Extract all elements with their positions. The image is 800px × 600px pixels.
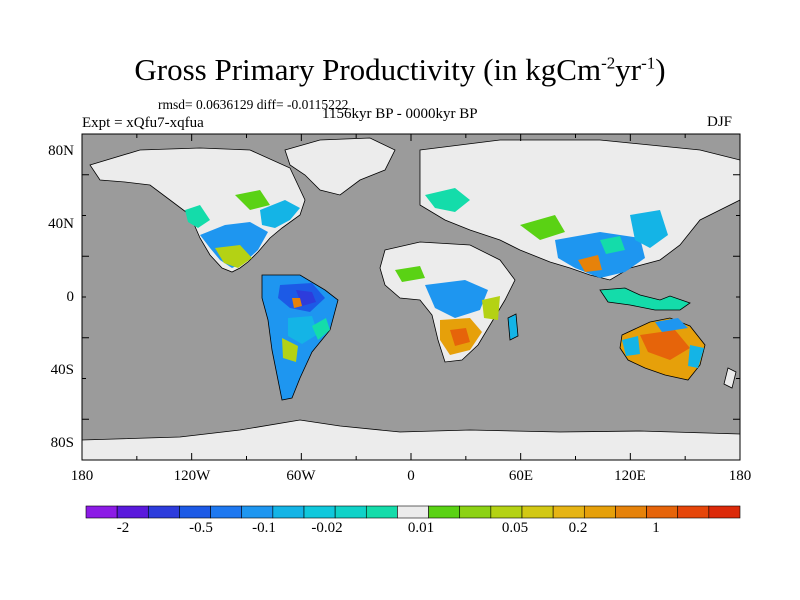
gpp-aus-core (640, 330, 690, 360)
lon-tick-label: 180 (70, 468, 94, 484)
lat-tick-label: 0 (66, 289, 75, 305)
gpp-africa-west (395, 266, 425, 282)
gpp-europe (425, 188, 470, 212)
title-mid: yr (615, 52, 642, 87)
lat-tick-label: 40S (50, 362, 74, 378)
land-new-zealand (723, 367, 737, 389)
title-sup-2: -1 (641, 53, 656, 73)
title-sup-1: -2 (601, 53, 616, 73)
gpp-sa-east (312, 318, 330, 340)
colorbar-label: 1 (652, 520, 660, 536)
colorbar-swatch (708, 505, 741, 519)
gpp-sa-central (288, 316, 318, 344)
colorbar-label: 0.05 (501, 520, 529, 536)
colorbar-label: 0.2 (568, 520, 588, 536)
colorbar-swatch (303, 505, 336, 519)
colorbar-swatch (210, 505, 243, 519)
colorbar-swatch (583, 505, 616, 519)
colorbar-label: -2 (116, 520, 130, 536)
colorbar (85, 505, 741, 519)
lat-tick-label: 40N (48, 216, 74, 232)
land-madagascar (507, 313, 519, 341)
colorbar-label: -0.02 (311, 520, 343, 536)
lon-tick-label: 60E (508, 468, 534, 484)
colorbar-swatch (397, 505, 429, 519)
rmsd-diff-label: rmsd= 0.0636129 diff= -0.0115222 (158, 97, 349, 112)
gpp-aus-west (622, 336, 640, 356)
colorbar-swatch (85, 505, 118, 519)
colorbar-swatch (116, 505, 149, 519)
gpp-na-south (215, 245, 252, 268)
lon-tick-label: 0 (407, 468, 415, 484)
title-end: ) (655, 52, 666, 87)
colorbar-swatch (241, 505, 274, 519)
colorbar-label: -0.1 (252, 520, 276, 536)
title-text: Gross Primary Productivity (in kgCm (134, 52, 602, 87)
land-eurasia (419, 139, 740, 281)
lat-tick-label: 80S (50, 435, 74, 451)
gpp-na-north (235, 190, 270, 210)
gpp-africa-east (482, 296, 500, 320)
colorbar-swatch (521, 505, 554, 519)
land-antarctica (82, 419, 740, 460)
colorbar-label: 0.01 (407, 520, 435, 536)
season-label: DJF (707, 114, 733, 130)
colorbar-swatch (272, 505, 305, 519)
period-label: 1156kyr BP - 0000kyr BP (322, 106, 478, 122)
gpp-na-coast (260, 200, 300, 228)
colorbar-swatch (428, 505, 461, 519)
gpp-na-east (200, 222, 268, 268)
experiment-label: Expt = xQfu7-xqfua (82, 115, 204, 131)
gpp-africa-south-core (450, 328, 470, 346)
gpp-na-west (185, 205, 210, 228)
colorbar-swatch (490, 505, 523, 519)
colorbar-swatch (334, 505, 367, 519)
colorbar-swatch (459, 505, 492, 519)
gpp-asia-east (630, 210, 668, 248)
colorbar-swatch (147, 505, 180, 519)
colorbar-label: -0.5 (189, 520, 213, 536)
gpp-asia-orange (578, 255, 602, 272)
gpp-aus-north (655, 318, 688, 332)
colorbar-swatch (646, 505, 679, 519)
colorbar-swatch (615, 505, 647, 519)
lon-tick-label: 60W (286, 468, 316, 484)
axis-ticks (81, 133, 741, 461)
lon-tick-label: 180 (728, 468, 752, 484)
gpp-africa-central (425, 280, 488, 318)
gpp-asia-green (520, 215, 565, 240)
lat-tick-label: 80N (48, 143, 74, 159)
gpp-sa-yellow (282, 338, 298, 362)
gpp-asia-teal (600, 236, 625, 254)
chart-title: Gross Primary Productivity (in kgCm-2yr-… (0, 52, 800, 88)
land-indonesia (599, 287, 691, 311)
colorbar-swatch (179, 505, 211, 519)
gpp-aus-east (688, 345, 704, 368)
colorbar-swatch (552, 505, 585, 519)
land-layer (82, 137, 740, 460)
lon-tick-label: 120W (173, 468, 211, 484)
land-greenland (284, 137, 396, 196)
gpp-sa-orange (292, 298, 302, 308)
colorbar-swatch (677, 505, 710, 519)
colorbar-swatch (365, 505, 398, 519)
lon-tick-label: 120E (614, 468, 646, 484)
